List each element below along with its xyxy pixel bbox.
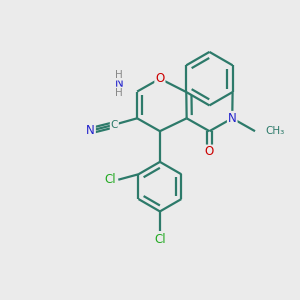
Text: O: O [155,72,164,85]
Text: H: H [116,70,123,80]
Text: C: C [111,120,118,130]
Text: Cl: Cl [154,233,166,246]
Text: H: H [116,88,123,98]
Text: N: N [228,112,237,125]
Text: CH₃: CH₃ [265,126,284,136]
Text: N: N [115,77,124,90]
Text: O: O [205,146,214,158]
Text: Cl: Cl [105,173,116,186]
Text: N: N [86,124,95,137]
